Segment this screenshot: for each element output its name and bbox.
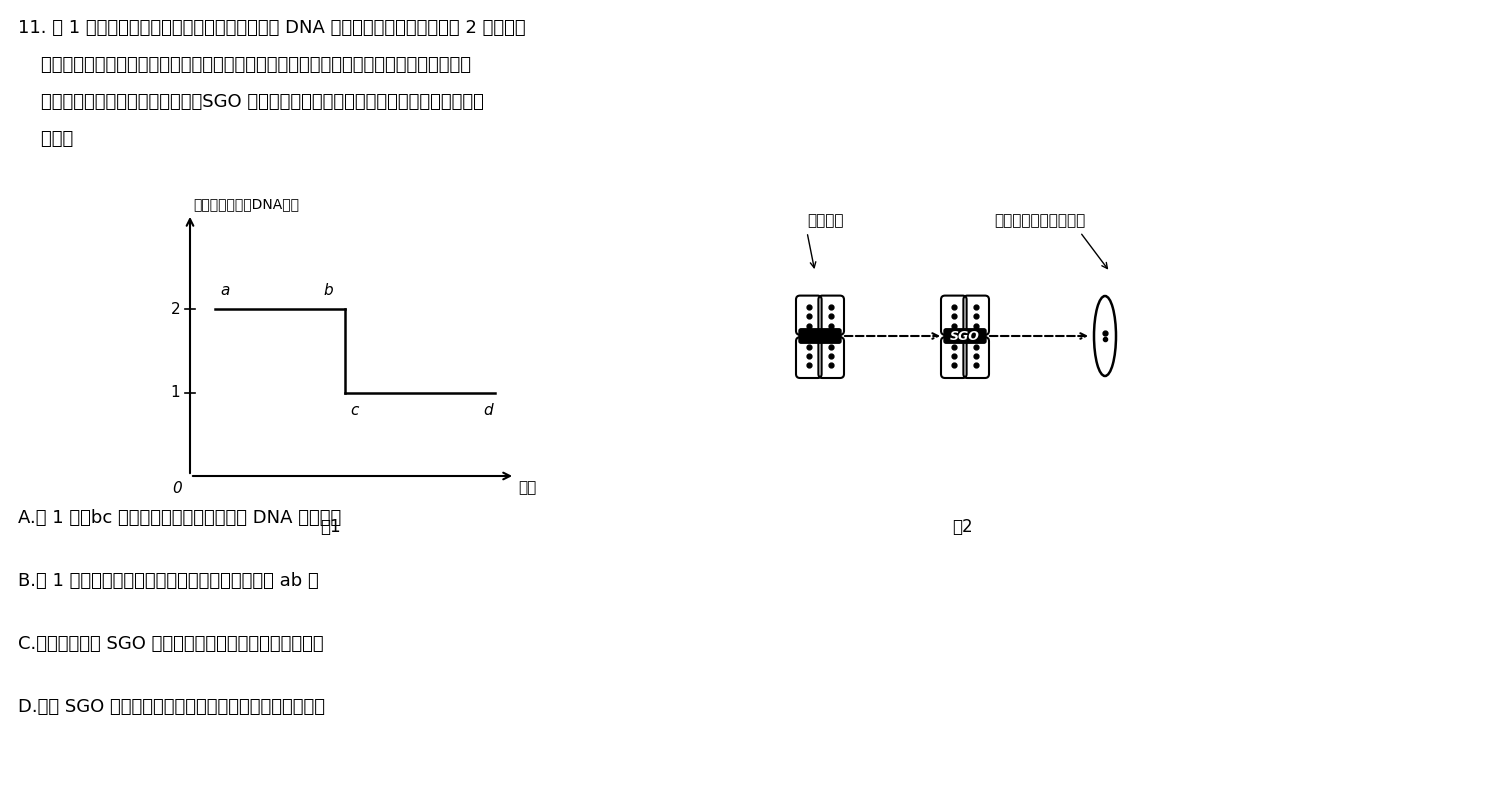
- Text: 图1: 图1: [320, 518, 341, 536]
- Text: 中期开始在水解酶的作用下水解；SGO 蛋白可以保护粘连蛋白不被水解）。下列分析不合: 中期开始在水解酶的作用下水解；SGO 蛋白可以保护粘连蛋白不被水解）。下列分析不…: [18, 93, 484, 111]
- Text: 11. 图 1 表示细胞有丝分裂过程中每条染色体上的 DNA 含量变化曲线（部分）。图 2 表示细胞: 11. 图 1 表示细胞有丝分裂过程中每条染色体上的 DNA 含量变化曲线（部分…: [18, 19, 526, 37]
- Text: A.图 1 中，bc 段的发生结果导致细胞中核 DNA 含量减半: A.图 1 中，bc 段的发生结果导致细胞中核 DNA 含量减半: [18, 509, 341, 527]
- Text: 理的是: 理的是: [18, 130, 74, 148]
- Text: 2: 2: [170, 302, 179, 317]
- Text: C.着丝粒分裂前 SGO 蛋白逐渐失去对粘连蛋白的保护作用: C.着丝粒分裂前 SGO 蛋白逐渐失去对粘连蛋白的保护作用: [18, 635, 324, 653]
- Text: d: d: [483, 403, 493, 418]
- Text: 1: 1: [170, 385, 179, 400]
- Text: b: b: [323, 283, 333, 298]
- Text: SGO: SGO: [950, 330, 980, 343]
- Text: 每条染色体上的DNA含量: 每条染色体上的DNA含量: [193, 197, 299, 211]
- Text: 图2: 图2: [952, 518, 973, 536]
- Text: D.抑制 SGO 蛋白的合成，可能导致细胞中染色体数量异常: D.抑制 SGO 蛋白的合成，可能导致细胞中染色体数量异常: [18, 698, 326, 716]
- Text: 粘连蛋白: 粘连蛋白: [807, 213, 843, 228]
- Text: a: a: [220, 283, 229, 298]
- Text: B.图 1 中，观察染色体形态和数目的最佳时期处于 ab 段: B.图 1 中，观察染色体形态和数目的最佳时期处于 ab 段: [18, 572, 318, 590]
- FancyBboxPatch shape: [944, 329, 986, 343]
- Text: c: c: [350, 403, 359, 418]
- Text: 分裂过程中染色体的系列变化过程（粘连蛋白与细胞中染色体的正确排列、分离有关，分裂: 分裂过程中染色体的系列变化过程（粘连蛋白与细胞中染色体的正确排列、分离有关，分裂: [18, 56, 470, 74]
- Text: 粘连蛋白水解后的产物: 粘连蛋白水解后的产物: [994, 213, 1086, 228]
- FancyBboxPatch shape: [799, 329, 841, 343]
- Text: 时期: 时期: [519, 480, 537, 495]
- Text: 0: 0: [172, 481, 182, 496]
